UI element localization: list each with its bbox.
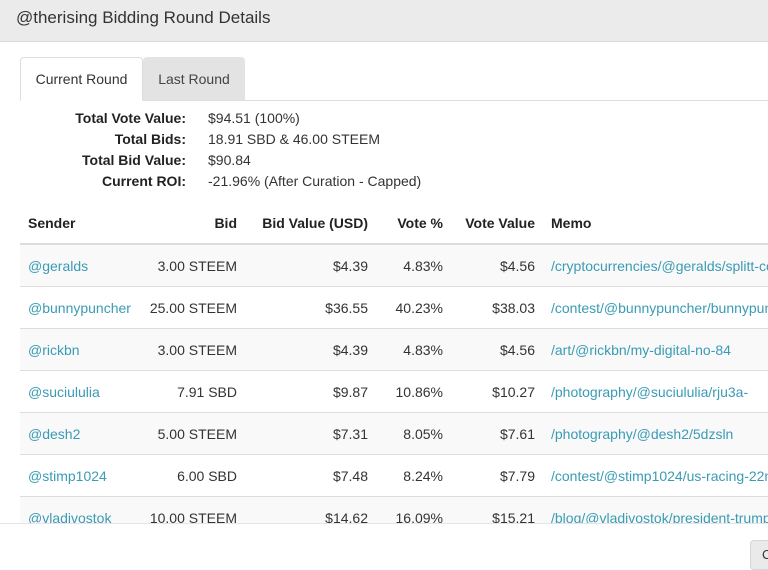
modal-title: @therising Bidding Round Details <box>16 8 271 27</box>
cell-vote-pct: 4.83% <box>376 328 451 371</box>
modal-footer-divider <box>0 523 768 524</box>
summary-value: -21.96% (After Curation - Capped) <box>208 173 422 189</box>
cell-sender: @vladivostok <box>20 496 138 524</box>
cell-memo: /contest/@stimp1024/us-racing-22nd- <box>543 454 768 497</box>
bids-table: Sender Bid Bid Value (USD) Vote % Vote V… <box>20 203 768 523</box>
cell-memo: /photography/@desh2/5dzsln <box>543 412 768 455</box>
header-sender: Sender <box>20 203 138 245</box>
tab-last-round[interactable]: Last Round <box>143 57 245 101</box>
summary-label: Total Bids: <box>114 131 186 147</box>
cell-bid: 7.91 SBD <box>138 370 245 413</box>
sender-link[interactable]: @rickbn <box>28 341 80 358</box>
memo-link[interactable]: /cryptocurrencies/@geralds/splitt-co- <box>551 257 768 274</box>
sender-link[interactable]: @suciululia <box>28 383 100 400</box>
cell-sender: @rickbn <box>20 328 138 371</box>
cell-bid-value: $7.48 <box>245 454 376 497</box>
cell-vote-pct: 10.86% <box>376 370 451 413</box>
cell-bid-value: $7.31 <box>245 412 376 455</box>
table-header-row: Sender Bid Bid Value (USD) Vote % Vote V… <box>20 203 768 245</box>
cell-memo: /photography/@suciululia/rju3a- <box>543 370 768 413</box>
table-row: @stimp1024 6.00 SBD $7.48 8.24% $7.79 /c… <box>20 454 768 497</box>
cell-vote-value: $7.61 <box>451 412 543 455</box>
cell-bid: 6.00 SBD <box>138 454 245 497</box>
sender-link[interactable]: @bunnypuncher <box>28 299 131 316</box>
header-vote-value: Vote Value <box>451 203 543 245</box>
summary-label: Current ROI: <box>102 173 186 189</box>
cell-bid: 10.00 STEEM <box>138 496 245 523</box>
cell-sender: @bunnypuncher <box>20 286 138 329</box>
table-row: @vladivostok 10.00 STEEM $14.62 16.09% $… <box>20 496 768 524</box>
cell-bid-value: $14.62 <box>245 496 376 523</box>
table-row: @desh2 5.00 STEEM $7.31 8.05% $7.61 /pho… <box>20 412 768 455</box>
cell-bid: 3.00 STEEM <box>138 243 245 287</box>
cell-vote-value: $4.56 <box>451 243 543 287</box>
memo-link[interactable]: /contest/@bunnypuncher/bunnypunch <box>551 299 768 316</box>
sender-link[interactable]: @stimp1024 <box>28 467 107 484</box>
cell-sender: @suciululia <box>20 370 138 413</box>
cell-bid: 3.00 STEEM <box>138 328 245 371</box>
table-row: @geralds 3.00 STEEM $4.39 4.83% $4.56 /c… <box>20 243 768 287</box>
header-vote-pct: Vote % <box>376 203 451 245</box>
tab-divider <box>20 100 768 101</box>
table-row: @suciululia 7.91 SBD $9.87 10.86% $10.27… <box>20 370 768 413</box>
cell-vote-value: $7.79 <box>451 454 543 497</box>
cell-sender: @desh2 <box>20 412 138 455</box>
cell-bid-value: $9.87 <box>245 370 376 413</box>
cell-vote-value: $10.27 <box>451 370 543 413</box>
bids-table-container[interactable]: Sender Bid Bid Value (USD) Vote % Vote V… <box>20 203 768 523</box>
cell-bid: 25.00 STEEM <box>138 286 245 329</box>
header-bid: Bid <box>138 203 245 245</box>
cell-vote-value: $4.56 <box>451 328 543 371</box>
summary-label: Total Bid Value: <box>82 152 186 168</box>
summary-value: $90.84 <box>208 152 251 168</box>
summary-value: 18.91 SBD & 46.00 STEEM <box>208 131 380 147</box>
cell-memo: /contest/@bunnypuncher/bunnypunch <box>543 286 768 329</box>
memo-link[interactable]: /art/@rickbn/my-digital-no-84 <box>551 341 731 358</box>
summary-label: Total Vote Value: <box>75 110 186 126</box>
cell-vote-value: $15.21 <box>451 496 543 523</box>
memo-link[interactable]: /contest/@stimp1024/us-racing-22nd- <box>551 467 768 484</box>
cell-memo: /art/@rickbn/my-digital-no-84 <box>543 328 768 371</box>
summary-value: $94.51 (100%) <box>208 110 300 126</box>
header-bid-value: Bid Value (USD) <box>245 203 376 245</box>
sender-link[interactable]: @desh2 <box>28 425 81 442</box>
cell-vote-pct: 8.05% <box>376 412 451 455</box>
cell-bid-value: $36.55 <box>245 286 376 329</box>
cell-vote-value: $38.03 <box>451 286 543 329</box>
cell-bid-value: $4.39 <box>245 243 376 287</box>
cell-vote-pct: 4.83% <box>376 243 451 287</box>
table-row: @rickbn 3.00 STEEM $4.39 4.83% $4.56 /ar… <box>20 328 768 371</box>
cell-vote-pct: 40.23% <box>376 286 451 329</box>
cell-bid-value: $4.39 <box>245 328 376 371</box>
cell-vote-pct: 16.09% <box>376 496 451 523</box>
memo-link[interactable]: /blog/@vladivostok/president-trump- <box>551 509 768 524</box>
sender-link[interactable]: @geralds <box>28 257 89 274</box>
sender-link[interactable]: @vladivostok <box>28 509 112 524</box>
cell-memo: /cryptocurrencies/@geralds/splitt-co- <box>543 243 768 287</box>
modal-header: @therising Bidding Round Details <box>0 0 768 42</box>
cell-sender: @geralds <box>20 243 138 287</box>
cell-vote-pct: 8.24% <box>376 454 451 497</box>
cell-memo: /blog/@vladivostok/president-trump- <box>543 496 768 524</box>
header-memo: Memo <box>543 203 768 245</box>
memo-link[interactable]: /photography/@desh2/5dzsln <box>551 425 734 442</box>
close-button[interactable]: Close <box>750 540 768 570</box>
memo-link[interactable]: /photography/@suciululia/rju3a- <box>551 383 749 400</box>
cell-sender: @stimp1024 <box>20 454 138 497</box>
cell-bid: 5.00 STEEM <box>138 412 245 455</box>
tab-current-round[interactable]: Current Round <box>20 57 143 101</box>
table-row: @bunnypuncher 25.00 STEEM $36.55 40.23% … <box>20 286 768 329</box>
